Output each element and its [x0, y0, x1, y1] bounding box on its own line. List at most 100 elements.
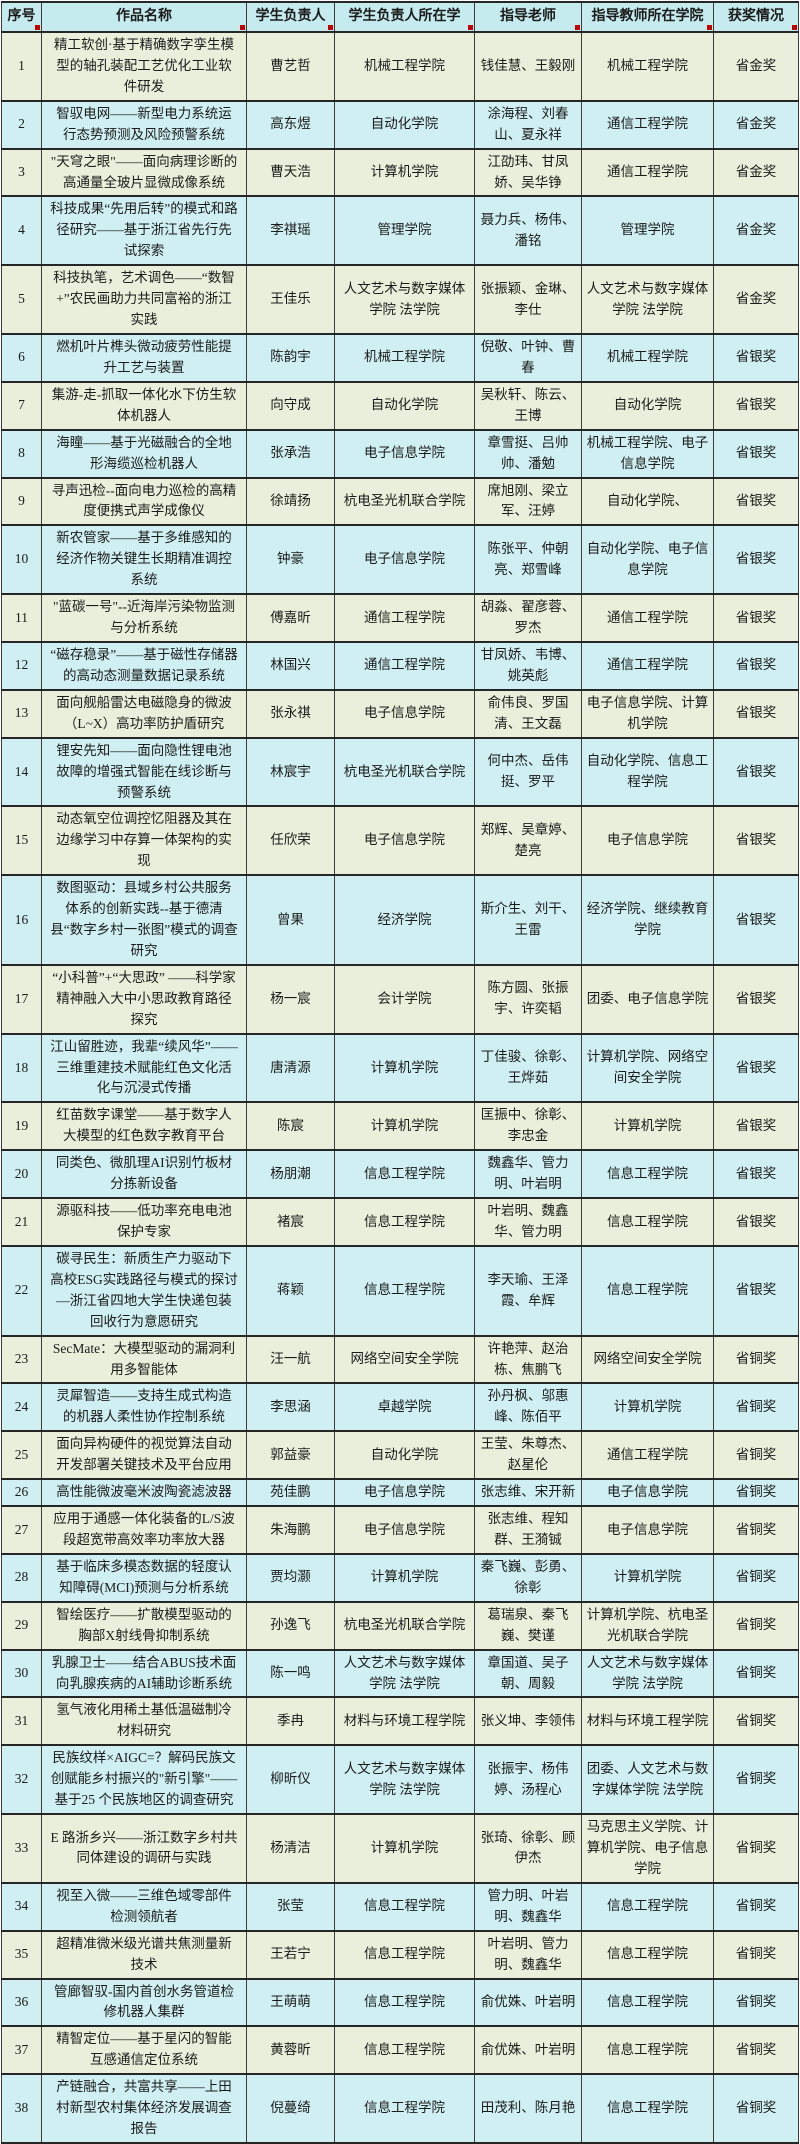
project-title-cell: 管廊智驭-国内首创水务管道检修机器人集群 [41, 1977, 247, 2028]
project-title-cell: 江山留胜迹，我辈“续风华”——三维重建技术赋能红色文化活化与沉浸式传播 [41, 1032, 247, 1104]
project-title-cell: 燃机叶片榫头微动疲劳性能提升工艺与装置 [41, 332, 247, 383]
student-leader-cell: 高东煜 [246, 99, 335, 150]
table-row: 19 红苗数字课堂——基于数字人大模型的红色数字教育平台 陈宸 计算机学院 匡振中、徐彰… [1, 1101, 799, 1152]
student-leader-cell: 蒋颖 [246, 1244, 335, 1337]
advisor-college-cell: 电子信息学院 [581, 1478, 714, 1508]
row-number-cell: 15 [1, 805, 42, 877]
award-cell: 省铜奖 [713, 1600, 799, 1651]
table-row: 22 碳寻民生：新质生产力驱动下高校ESG实践路径与模式的探讨—浙江省四地大学生快… [1, 1244, 799, 1337]
advisors-cell: 俞优姝、叶岩明 [474, 1977, 582, 2028]
project-title-cell: E 路浙乡兴——浙江数字乡村共同体建设的调研与实践 [41, 1813, 247, 1884]
student-college-cell: 信息工程学院 [334, 1149, 475, 1200]
row-number-cell: 17 [1, 963, 42, 1035]
project-title-cell: 新农管家——基于多维感知的经济作物关键生长期精准调控系统 [41, 524, 247, 596]
award-cell: 省铜奖 [713, 1881, 799, 1932]
student-college-cell: 信息工程学院 [334, 2025, 475, 2076]
row-number-cell: 26 [1, 1478, 42, 1508]
advisor-college-cell: 信息工程学院 [581, 1149, 714, 1200]
student-college-cell: 机械工程学院 [334, 31, 475, 102]
table-row: 24 灵犀智造——支持生成式构造的机器人柔性协作控制系统 李思涵 卓越学院 孙丹枫、邬惠… [1, 1382, 799, 1433]
advisor-college-cell: 机械工程学院 [581, 332, 714, 383]
advisor-college-cell: 信息工程学院 [581, 2025, 714, 2076]
advisors-cell: 何中杰、岳伟挺、罗平 [474, 736, 582, 808]
advisor-college-cell: 信息工程学院 [581, 1977, 714, 2028]
student-college-cell: 信息工程学院 [334, 1977, 475, 2028]
advisors-cell: 陈张平、仲朝亮、郑雪峰 [474, 524, 582, 596]
advisor-college-cell: 自动化学院、信息工程学院 [581, 736, 714, 808]
award-cell: 省铜奖 [713, 1478, 799, 1508]
advisors-cell: 秦飞巍、彭勇、徐彰 [474, 1552, 582, 1603]
award-cell: 省银奖 [713, 874, 799, 966]
project-title-cell: 超精准微米级光谱共焦测量新技术 [41, 1929, 247, 1980]
advisor-college-cell: 管理学院 [581, 195, 714, 267]
row-number-cell: 14 [1, 736, 42, 808]
student-leader-cell: 季冉 [246, 1696, 335, 1747]
award-cell: 省铜奖 [713, 1929, 799, 1980]
award-cell: 省铜奖 [713, 1744, 799, 1816]
advisors-cell: 叶岩明、魏鑫华、管力明 [474, 1197, 582, 1247]
student-college-cell: 自动化学院 [334, 99, 475, 150]
advisor-college-cell: 机械工程学院、电子信息学院 [581, 428, 714, 479]
row-number-cell: 37 [1, 2025, 42, 2076]
award-cell: 省金奖 [713, 31, 799, 102]
table-row: 36 管廊智驭-国内首创水务管道检修机器人集群 王萌萌 信息工程学院 俞优姝、叶岩明 信息… [1, 1977, 799, 2028]
comment-marker-icon [328, 25, 333, 30]
table-row: 35 超精准微米级光谱共焦测量新技术 王若宁 信息工程学院 叶岩明、管力明、魏鑫华 信息工… [1, 1929, 799, 1980]
advisors-cell: 钱佳慧、王毅刚 [474, 31, 582, 102]
advisors-cell: 管力明、叶岩明、魏鑫华 [474, 1881, 582, 1932]
header-cell-title: 作品名称 [41, 1, 247, 33]
advisor-college-cell: 通信工程学院 [581, 640, 714, 691]
table-row: 27 应用于通感一体化装备的L/S波段超宽带高效率功率放大器 朱海鹏 电子信息学院 张志… [1, 1505, 799, 1555]
project-title-cell: 碳寻民生：新质生产力驱动下高校ESG实践路径与模式的探讨—浙江省四地大学生快递包… [41, 1244, 247, 1337]
student-college-cell: 经济学院 [334, 874, 475, 966]
row-number-cell: 18 [1, 1032, 42, 1104]
table-row: 13 面向舰船雷达电磁隐身的微波（L~X）高功率防护盾研究 张永祺 电子信息学院 俞伟良… [1, 688, 799, 739]
row-number-cell: 5 [1, 264, 42, 335]
advisors-cell: 聂力兵、杨伟、潘铭 [474, 195, 582, 267]
advisors-cell: 胡淼、翟彦蓉、罗杰 [474, 593, 582, 643]
award-cell: 省银奖 [713, 476, 799, 527]
student-leader-cell: 钟豪 [246, 524, 335, 596]
table-row: 26 高性能微波毫米波陶瓷滤波器 苑佳鹏 电子信息学院 张志维、宋开新 电子信息学院 省铜奖 [1, 1478, 799, 1508]
student-leader-cell: 黄蓉昕 [246, 2025, 335, 2076]
row-number-cell: 13 [1, 688, 42, 739]
table-row: 20 同类色、微肌理AI识别竹板材分拣新设备 杨朋潮 信息工程学院 魏鑫华、管力明、叶岩… [1, 1149, 799, 1200]
advisors-cell: 魏鑫华、管力明、叶岩明 [474, 1149, 582, 1200]
advisor-college-cell: 机械工程学院 [581, 31, 714, 102]
student-college-cell: 计算机学院 [334, 1813, 475, 1884]
advisors-cell: 陈方圆、张振宇、许奕韬 [474, 963, 582, 1035]
table-row: 34 视至入微——三维色域零部件检测领航者 张莹 信息工程学院 管力明、叶岩明、魏鑫华信… [1, 1881, 799, 1932]
award-cell: 省银奖 [713, 1149, 799, 1200]
student-leader-cell: 陈宸 [246, 1101, 335, 1152]
student-leader-cell: 李祺瑶 [246, 195, 335, 267]
table-body: 1 精工软创·基于精确数字孪生模型的轴孔装配工艺优化工业软件研发 曹艺哲 机械工程学院… [1, 31, 799, 2144]
table-row: 1 精工软创·基于精确数字孪生模型的轴孔装配工艺优化工业软件研发 曹艺哲 机械工程学院… [1, 31, 799, 102]
student-college-cell: 信息工程学院 [334, 1244, 475, 1337]
row-number-cell: 32 [1, 1744, 42, 1816]
row-number-cell: 8 [1, 428, 42, 479]
advisors-cell: 章雪挺、吕帅帅、潘勉 [474, 428, 582, 479]
student-college-cell: 通信工程学院 [334, 593, 475, 643]
award-cell: 省铜奖 [713, 1505, 799, 1555]
row-number-cell: 12 [1, 640, 42, 691]
row-number-cell: 23 [1, 1334, 42, 1385]
project-title-cell: SecMate：大模型驱动的漏洞利用多智能体 [41, 1334, 247, 1385]
student-college-cell: 电子信息学院 [334, 688, 475, 739]
row-number-cell: 19 [1, 1101, 42, 1152]
award-cell: 省银奖 [713, 593, 799, 643]
advisors-cell: 郑辉、吴章婷、楚亮 [474, 805, 582, 877]
project-title-cell: 民族纹样×AIGC=？解码民族文创赋能乡村振兴的"新引擎"——基于25 个民族地… [41, 1744, 247, 1816]
award-cell: 省银奖 [713, 1101, 799, 1152]
advisors-cell: 斯介生、刘干、王雷 [474, 874, 582, 966]
project-title-cell: 精智定位——基于星闪的智能互感通信定位系统 [41, 2025, 247, 2076]
header-label-title: 作品名称 [116, 9, 172, 25]
advisors-cell: 张义坤、李领伟 [474, 1696, 582, 1747]
row-number-cell: 2 [1, 99, 42, 150]
advisors-cell: 匡振中、徐彰、李忠金 [474, 1101, 582, 1152]
advisor-college-cell: 计算机学院 [581, 1552, 714, 1603]
student-college-cell: 信息工程学院 [334, 1881, 475, 1932]
project-title-cell: 视至入微——三维色域零部件检测领航者 [41, 1881, 247, 1932]
project-title-cell: 智驭电网——新型电力系统运行态势预测及风险预警系统 [41, 99, 247, 150]
project-title-cell: 基于临床多模态数据的轻度认知障碍(MCI)预测与分析系统 [41, 1552, 247, 1603]
